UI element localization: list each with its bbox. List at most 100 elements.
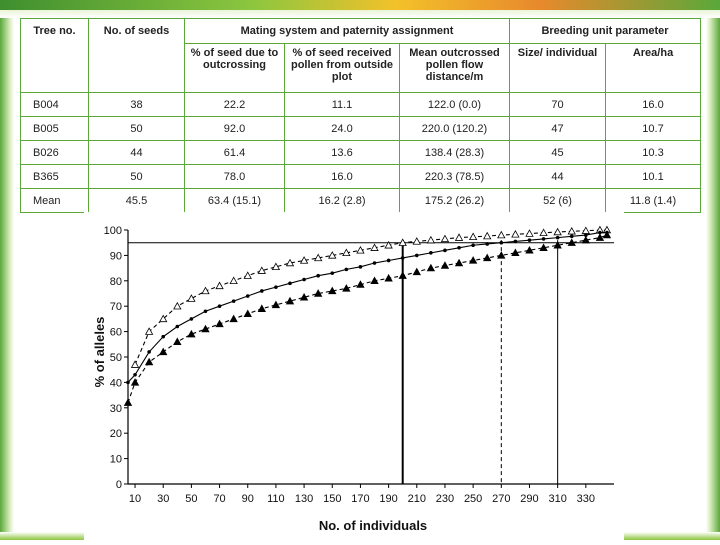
cell-no-seeds: 50 <box>88 116 185 141</box>
cell-tree-no: B004 <box>20 92 89 117</box>
cell-area: 10.1 <box>604 164 702 189</box>
cell-no-seeds: 50 <box>88 164 185 189</box>
x-tick-label: 310 <box>548 493 566 505</box>
data-point <box>161 334 166 339</box>
data-point <box>426 263 436 272</box>
data-point <box>257 304 267 312</box>
data-point <box>201 324 210 333</box>
y-tick-label: 90 <box>110 250 122 262</box>
x-tick-label: 110 <box>267 493 285 505</box>
series-group <box>123 225 612 406</box>
data-point <box>598 230 602 235</box>
data-point <box>257 266 267 274</box>
data-point <box>384 240 393 249</box>
table-row: B365 50 78.0 16.0 220.3 (78.5) 44 10.1 <box>20 164 702 189</box>
cell-outside-pollen: 16.0 <box>284 164 400 189</box>
x-tick-label: 130 <box>295 493 313 505</box>
data-point <box>330 271 335 275</box>
x-tick-label: 150 <box>323 493 341 505</box>
data-point <box>440 234 450 243</box>
data-point <box>189 317 194 321</box>
table-row: B004 38 22.2 11.1 122.0 (0.0) 70 16.0 <box>20 92 702 117</box>
data-point <box>569 234 574 239</box>
data-point <box>400 256 405 260</box>
y-tick-label: 60 <box>110 327 122 339</box>
data-point <box>525 229 534 237</box>
data-point <box>201 286 210 295</box>
x-tick-label: 170 <box>351 493 369 505</box>
x-tick-label: 330 <box>577 493 595 505</box>
cell-outside-pollen: 13.6 <box>284 140 400 165</box>
data-point <box>144 357 154 366</box>
cell-outcrossing: 63.4 (15.1) <box>184 188 285 213</box>
slide-left-border <box>0 18 14 540</box>
y-tick-label: 0 <box>116 479 122 491</box>
data-point <box>497 251 506 259</box>
slide-top-border <box>0 0 720 10</box>
data-point <box>483 253 492 262</box>
data-point <box>175 324 180 329</box>
data-point <box>539 243 548 251</box>
table-row: Mean 45.5 63.4 (15.1) 16.2 (2.8) 175.2 (26.2… <box>20 188 702 213</box>
cell-area: 10.7 <box>604 116 702 141</box>
data-point <box>426 235 436 244</box>
data-point <box>372 261 377 265</box>
data-point <box>342 284 351 292</box>
x-tick-label: 30 <box>157 493 169 505</box>
y-tick-label: 100 <box>104 225 122 237</box>
data-point <box>553 240 562 249</box>
data-point <box>497 230 506 239</box>
data-point <box>147 350 151 354</box>
cell-area: 10.3 <box>604 140 702 165</box>
y-tick-label: 80 <box>110 276 122 288</box>
header-outside-pollen: % of seed received pollen from outside p… <box>284 43 400 93</box>
header-no-of-seeds: No. of seeds <box>88 18 185 93</box>
cell-outside-pollen: 11.1 <box>284 92 400 117</box>
cell-size-individual: 70 <box>509 92 606 117</box>
data-point <box>471 243 475 248</box>
x-tick-label: 50 <box>185 493 197 505</box>
data-point <box>126 380 130 385</box>
data-point <box>581 235 591 244</box>
x-tick-label: 270 <box>492 493 510 505</box>
cell-pollen-flow: 220.3 (78.5) <box>399 164 510 189</box>
x-tick-label: 230 <box>436 493 454 505</box>
cell-pollen-flow: 122.0 (0.0) <box>399 92 510 117</box>
series-line <box>127 234 608 403</box>
data-point <box>370 243 379 251</box>
data-point <box>454 233 464 241</box>
cell-outside-pollen: 24.0 <box>284 116 400 141</box>
y-tick-label: 50 <box>110 352 122 364</box>
cell-area: 11.8 (1.4) <box>604 188 702 213</box>
cell-size-individual: 45 <box>509 140 606 165</box>
data-point <box>159 347 168 356</box>
cell-no-seeds: 45.5 <box>88 188 185 213</box>
allele-chart: 0 10 20 30 40 50 60 70 80 90 100 10 30 50 70 90 110 130 15… <box>84 212 624 540</box>
x-axis-label: No. of individuals <box>319 518 427 533</box>
data-point <box>483 231 492 240</box>
cell-outcrossing: 78.0 <box>184 164 285 189</box>
data-point <box>243 309 252 318</box>
cell-size-individual: 44 <box>509 164 606 189</box>
cell-tree-no: B365 <box>20 164 89 189</box>
data-point <box>271 300 281 309</box>
header-size-individual: Size/ individual <box>509 43 606 93</box>
header-outcrossing: % of seed due to outcrossing <box>184 43 285 93</box>
data-point <box>215 319 224 328</box>
data-point <box>525 245 534 254</box>
cell-area: 16.0 <box>604 92 702 117</box>
data-point <box>595 233 605 241</box>
data-point <box>541 237 546 241</box>
data-point <box>468 256 478 264</box>
data-point <box>553 227 562 236</box>
cell-pollen-flow: 220.0 (120.2) <box>399 116 510 141</box>
data-point <box>584 233 588 237</box>
data-point <box>384 273 393 282</box>
data-point <box>356 245 365 254</box>
x-tick-label: 290 <box>520 493 538 505</box>
data-point <box>567 226 576 235</box>
y-tick-label: 10 <box>110 454 122 466</box>
data-point <box>299 292 309 301</box>
data-point <box>173 301 182 310</box>
cell-tree-no: B026 <box>20 140 89 165</box>
